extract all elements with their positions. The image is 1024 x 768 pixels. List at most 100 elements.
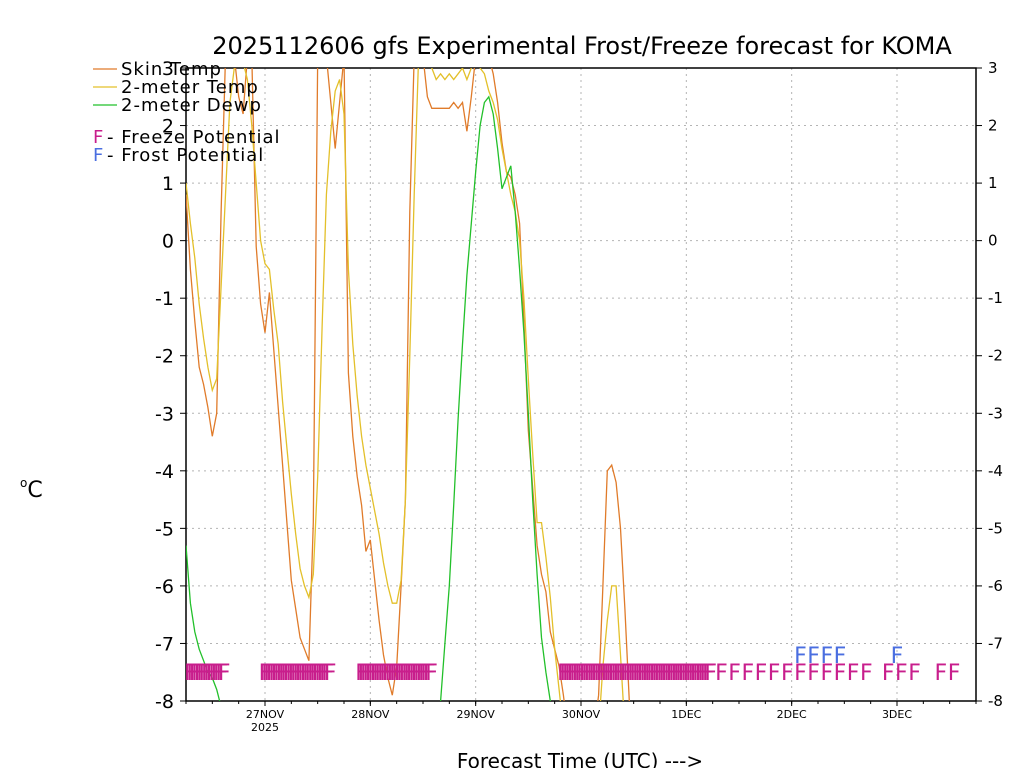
freeze-mark: F — [581, 661, 594, 686]
freeze-mark: F — [671, 661, 684, 686]
chart-title: 2025112606 gfs Experimental Frost/Freeze… — [212, 32, 952, 60]
freeze-mark: F — [627, 661, 640, 686]
freeze-mark: F — [365, 661, 378, 686]
freeze-mark: F — [297, 661, 310, 686]
freeze-mark: F — [683, 661, 696, 686]
freeze-mark: F — [820, 661, 833, 686]
freeze-mark: F — [579, 661, 592, 686]
freeze-mark: F — [324, 661, 337, 686]
freeze-mark: F — [261, 661, 274, 686]
frost-mark: F — [820, 644, 833, 669]
freeze-mark: F — [280, 661, 293, 686]
y-tick-label: -4 — [155, 461, 174, 483]
freeze-mark: F — [375, 661, 388, 686]
freeze-mark: F — [654, 661, 667, 686]
freeze-mark: F — [396, 661, 409, 686]
x-tick-label: 29NOV — [457, 708, 496, 721]
y-tick-label-right: -7 — [988, 634, 1003, 652]
y-tick-label-right: 3 — [988, 59, 998, 77]
freeze-mark: F — [668, 661, 681, 686]
freeze-mark: F — [663, 661, 676, 686]
freeze-mark: F — [603, 661, 616, 686]
freeze-mark: F — [367, 661, 380, 686]
freeze-mark: F — [637, 661, 650, 686]
freeze-mark: F — [360, 661, 373, 686]
frost-mark: F — [834, 644, 847, 669]
freeze-mark: F — [268, 661, 281, 686]
freeze-mark: F — [302, 661, 315, 686]
freeze-mark: F — [309, 661, 322, 686]
freeze-mark: F — [690, 661, 703, 686]
x-tick-sublabel: 2025 — [251, 721, 279, 734]
freeze-mark: F — [649, 661, 662, 686]
x-tick-label: 28NOV — [351, 708, 390, 721]
y-tick-label: 3 — [162, 58, 174, 80]
y-tick-label: 1 — [162, 173, 174, 195]
freeze-mark: F — [608, 661, 621, 686]
legend-symbol-frost: F — [93, 145, 104, 166]
y-axis-left: -8 -7 -6 -5 -4 -3 -2 -1 0 1 2 3 — [155, 58, 186, 713]
freeze-mark: F — [191, 661, 204, 686]
freeze-mark: F — [908, 661, 921, 686]
freeze-mark: F — [620, 661, 633, 686]
freeze-mark: F — [675, 661, 688, 686]
freeze-mark: F — [355, 661, 368, 686]
freeze-mark: F — [697, 661, 710, 686]
freeze-mark: F — [613, 661, 626, 686]
freeze-mark: F — [601, 661, 614, 686]
freeze-mark: F — [401, 661, 414, 686]
freeze-mark: F — [362, 661, 375, 686]
freeze-mark: F — [377, 661, 390, 686]
freeze-mark: F — [319, 661, 332, 686]
freeze-mark: F — [358, 661, 371, 686]
freeze-mark: F — [685, 661, 698, 686]
freeze-mark: F — [189, 661, 202, 686]
freeze-mark: F — [625, 661, 638, 686]
freeze-mark: F — [834, 661, 847, 686]
freeze-mark: F — [372, 661, 385, 686]
freeze-mark: F — [630, 661, 643, 686]
freeze-mark: F — [617, 661, 630, 686]
freeze-mark: F — [317, 661, 330, 686]
freeze-mark: F — [283, 661, 296, 686]
freeze-mark: F — [271, 661, 284, 686]
y-tick-label: -2 — [155, 346, 174, 368]
series-line-temp2m — [186, 68, 624, 701]
freeze-mark: F — [420, 661, 433, 686]
freeze-mark: F — [425, 661, 438, 686]
y-tick-label-right: -1 — [988, 289, 1003, 307]
y-tick-label-right: 0 — [988, 232, 998, 250]
freeze-mark: F — [379, 661, 392, 686]
freeze-mark: F — [948, 661, 961, 686]
y-tick-label-right: -6 — [988, 577, 1003, 595]
x-tick-label: 27NOV — [246, 708, 285, 721]
y-tick-label-right: -4 — [988, 462, 1003, 480]
freeze-mark: F — [615, 661, 628, 686]
freeze-mark: F — [639, 661, 652, 686]
freeze-mark: F — [394, 661, 407, 686]
degree-symbol: o — [20, 476, 27, 490]
freeze-mark: F — [591, 661, 604, 686]
y-tick-label: -6 — [155, 576, 174, 598]
freeze-mark: F — [569, 661, 582, 686]
freeze-mark: F — [194, 661, 207, 686]
freeze-mark: F — [215, 661, 228, 686]
freeze-mark: F — [288, 661, 301, 686]
freeze-mark: F — [584, 661, 597, 686]
freeze-mark: F — [741, 661, 754, 686]
frost-mark: F — [807, 644, 820, 669]
freeze-mark: F — [285, 661, 298, 686]
legend-label-temp2m: 2-meter Temp — [121, 77, 259, 98]
freeze-mark: F — [300, 661, 313, 686]
freeze-mark: F — [391, 661, 404, 686]
freeze-mark: F — [704, 661, 717, 686]
y-tick-label: 0 — [162, 231, 174, 253]
frost-mark: F — [891, 644, 904, 669]
freeze-mark: F — [203, 661, 216, 686]
freeze-mark: F — [576, 661, 589, 686]
y-tick-label: -1 — [155, 288, 174, 310]
x-axis-title: Forecast Time (UTC) ---> — [457, 749, 703, 768]
freeze-mark: F — [574, 661, 587, 686]
series-layer — [186, 68, 630, 701]
freeze-mark: F — [292, 661, 305, 686]
